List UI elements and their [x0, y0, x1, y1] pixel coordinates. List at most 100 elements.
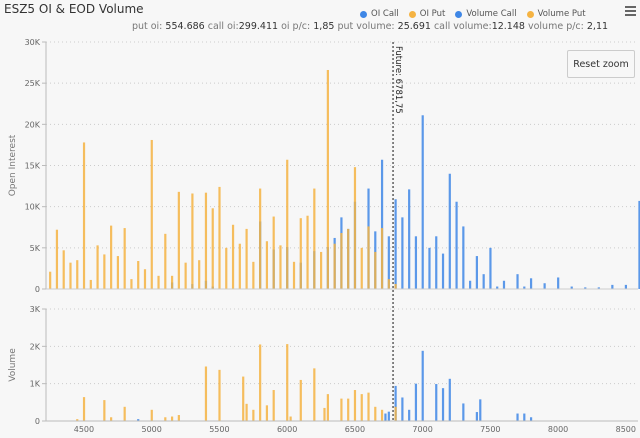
bar-volume-put	[286, 344, 289, 421]
bar-oi-put	[204, 192, 208, 289]
bar-oi-put	[299, 218, 302, 289]
bar-oi-call	[529, 278, 533, 289]
x-tick-label: 6500	[345, 425, 365, 434]
x-tick-label: 5000	[141, 425, 161, 434]
bar-volume-put	[289, 416, 292, 421]
bar-volume-put	[374, 406, 377, 421]
bar-oi-put	[252, 261, 255, 289]
bar-oi-put	[245, 228, 248, 289]
bar-oi-call	[611, 284, 614, 289]
bar-volume-call	[479, 399, 482, 421]
bar-volume-call	[401, 397, 404, 421]
legend-item-oi-put[interactable]: OI Put	[408, 9, 445, 19]
legend-item-volume-call[interactable]: Volume Call	[455, 9, 517, 19]
chart-subtitle: put oi: 554.686 call oi:299.411 oi p/c: …	[0, 21, 640, 32]
bar-volume-put	[272, 390, 275, 421]
bar-volume-put	[265, 405, 269, 421]
bar-oi-put	[103, 254, 106, 289]
bar-volume-call	[414, 383, 418, 421]
bar-volume-call	[435, 384, 438, 421]
bar-oi-put	[265, 241, 269, 289]
bar-oi-call	[428, 247, 431, 289]
bar-volume-put	[150, 409, 153, 421]
x-tick-label: 8500	[616, 425, 636, 434]
oi-put-dot-icon	[408, 10, 416, 18]
bar-oi-call	[523, 286, 526, 289]
bar-volume-put	[323, 407, 326, 421]
bar-oi-put	[306, 215, 309, 289]
bar-oi-put	[360, 247, 363, 289]
bar-volume-call	[475, 412, 478, 421]
bar-oi-put	[272, 216, 275, 289]
bar-volume-put	[394, 406, 397, 421]
y-tick-label: 2K	[30, 342, 41, 351]
bar-oi-put	[238, 243, 241, 289]
bar-oi-put	[191, 193, 194, 289]
bar-volume-put	[242, 376, 245, 421]
bar-oi-put	[333, 243, 336, 289]
bar-oi-call	[462, 226, 465, 289]
bar-oi-put	[170, 275, 174, 289]
bar-volume-call	[529, 417, 533, 421]
bar-oi-put	[218, 186, 221, 289]
bar-oi-put	[225, 247, 228, 289]
bar-volume-put	[252, 409, 255, 421]
x-tick-label: 8000	[548, 425, 568, 434]
legend-item-volume-put[interactable]: Volume Put	[526, 9, 586, 19]
bar-oi-call	[516, 274, 519, 289]
x-tick-label: 5500	[209, 425, 229, 434]
bar-volume-put	[218, 369, 221, 421]
bar-oi-put	[177, 191, 180, 289]
bar-oi-call	[482, 274, 485, 289]
bar-oi-call	[414, 236, 418, 289]
bar-volume-call	[408, 409, 411, 421]
bar-volume-call	[441, 388, 445, 421]
bar-oi-put	[313, 188, 316, 289]
bar-oi-call	[441, 253, 445, 289]
bar-volume-put	[204, 366, 208, 421]
bar-oi-put	[123, 228, 126, 289]
bar-oi-put	[279, 245, 282, 289]
call-volume-label: call volume:	[433, 21, 492, 32]
bar-oi-put	[367, 226, 370, 289]
bar-volume-put	[326, 394, 329, 421]
legend-item-oi-call[interactable]: OI Call	[360, 9, 399, 19]
bar-volume-put	[245, 403, 248, 421]
y-tick-label: 30K	[25, 38, 41, 47]
bar-volume-put	[299, 379, 302, 421]
bar-oi-call	[455, 201, 458, 289]
x-tick-label: 7000	[412, 425, 432, 434]
bar-volume-call	[448, 378, 451, 421]
x-tick-label: 6000	[277, 425, 297, 434]
bar-oi-put	[157, 275, 160, 289]
bar-oi-call	[624, 284, 628, 289]
oi-pc-value: 1,85	[313, 21, 335, 32]
call-oi-value: 299.411	[238, 21, 279, 32]
bar-oi-call	[421, 115, 424, 289]
bar-oi-call	[408, 189, 411, 289]
bar-volume-call	[421, 350, 424, 421]
bar-oi-put	[150, 139, 153, 289]
x-tick-label: 7500	[480, 425, 500, 434]
bar-oi-put	[387, 279, 390, 289]
bar-oi-call	[401, 217, 404, 289]
bar-volume-call	[384, 413, 387, 421]
bar-oi-call	[475, 256, 478, 289]
call-volume-value: 12.148	[491, 21, 525, 32]
volume-pc-value: 2,11	[586, 21, 609, 32]
legend: OI Call OI Put Volume Call Volume Put	[360, 9, 586, 19]
bar-oi-put	[211, 208, 214, 289]
bar-oi-call	[448, 173, 451, 289]
bar-volume-put	[123, 406, 126, 421]
bar-volume-put	[380, 409, 384, 421]
bar-oi-put	[116, 256, 119, 289]
call-oi-label: call oi:	[207, 21, 239, 32]
bar-oi-put	[326, 69, 329, 289]
hamburger-menu-icon[interactable]	[625, 6, 636, 18]
bar-oi-put	[340, 233, 343, 289]
bar-oi-put	[130, 279, 133, 289]
reset-zoom-button[interactable]: Reset zoom	[567, 50, 635, 78]
y-tick-label: 0	[35, 417, 40, 426]
bar-volume-call	[387, 411, 390, 421]
